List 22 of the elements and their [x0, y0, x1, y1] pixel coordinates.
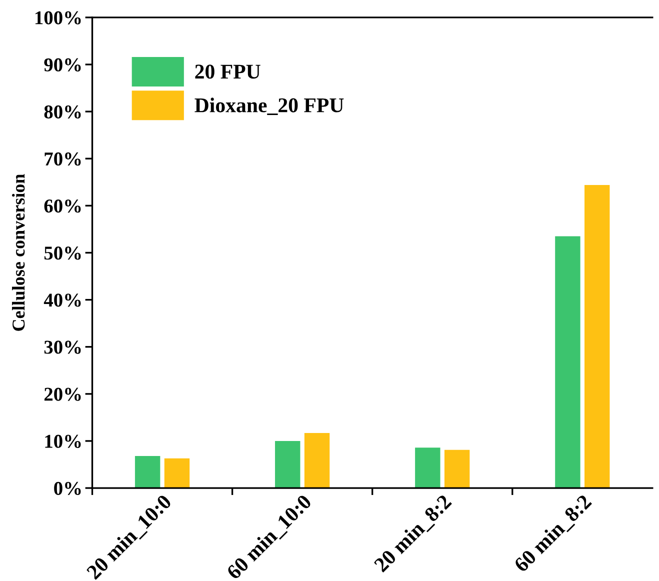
- y-tick-label: 100%: [35, 11, 81, 24]
- y-tick-label: 30%: [44, 340, 81, 354]
- y-tick-label: 50%: [44, 246, 81, 260]
- bar: [304, 432, 330, 488]
- legend-label: Dioxane_20 FPU: [194, 98, 344, 116]
- bar: [275, 440, 300, 488]
- y-tick-label: 40%: [44, 294, 81, 307]
- bar: [555, 236, 580, 488]
- y-tick-label: 20%: [44, 388, 81, 401]
- legend-label: 20 FPU: [195, 64, 260, 79]
- y-tick-label: 10%: [45, 434, 81, 448]
- y-axis-title: Cellulose conversion: [12, 174, 25, 331]
- y-tick-label: 70%: [44, 152, 81, 166]
- y-tick-label: 0%: [54, 482, 81, 496]
- bar: [584, 184, 610, 488]
- y-tick-label: 60%: [44, 199, 81, 213]
- y-tick-label: 90%: [44, 58, 81, 72]
- bar: [134, 456, 160, 488]
- y-tick-label: 80%: [44, 105, 81, 119]
- bar: [164, 458, 190, 488]
- bar: [444, 450, 470, 488]
- bar: [415, 448, 440, 488]
